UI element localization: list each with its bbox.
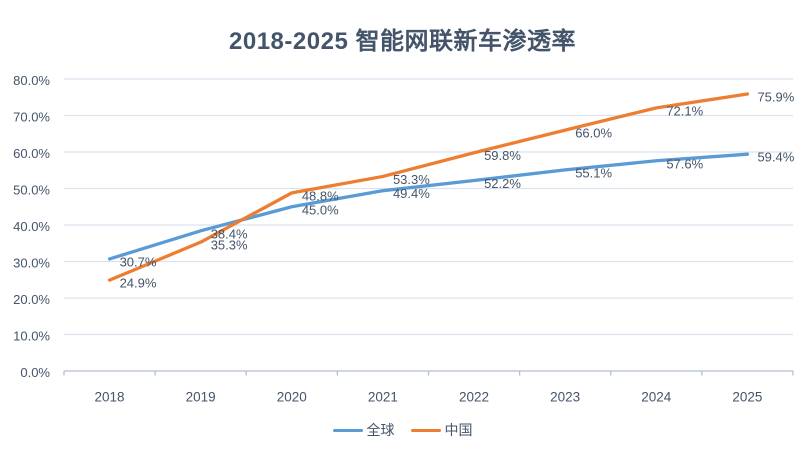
data-label-china-2023: 66.0% — [575, 126, 612, 141]
data-label-china-2024: 72.1% — [666, 103, 703, 118]
data-label-global-2021: 49.4% — [393, 186, 430, 201]
x-axis-label: 2025 — [732, 390, 762, 405]
data-label-china-2025: 75.9% — [757, 89, 794, 104]
y-axis-label: 30.0% — [13, 256, 50, 271]
y-axis-label: 10.0% — [13, 329, 50, 344]
data-label-global-2019: 38.4% — [211, 226, 248, 241]
x-axis-label: 2018 — [95, 390, 125, 405]
y-axis-label: 70.0% — [13, 110, 50, 125]
x-axis-label: 2021 — [368, 390, 398, 405]
data-label-global-2022: 52.2% — [484, 176, 521, 191]
series-line-global — [107, 152, 750, 261]
legend: 全球 中国 — [0, 420, 805, 440]
y-axis-label: 80.0% — [13, 73, 50, 88]
series-lines — [107, 92, 750, 282]
gridlines — [64, 78, 793, 336]
y-axis-label: 40.0% — [13, 219, 50, 234]
legend-marker-global-line — [332, 428, 363, 432]
legend-label-china: 中国 — [444, 422, 473, 438]
y-axis-label: 60.0% — [13, 146, 50, 161]
legend-marker-china-line — [410, 428, 441, 432]
data-label-global-2018: 30.7% — [120, 254, 157, 269]
x-axis-label: 2019 — [186, 390, 216, 405]
y-axis-labels: 0.0% 10.0% 20.0% 30.0% 40.0% 50.0% 60.0% 70.0% 8… — [13, 73, 50, 380]
data-label-china-2019: 35.3% — [211, 238, 248, 253]
x-axis-label: 2022 — [459, 390, 489, 405]
data-label-china-2018: 24.9% — [120, 276, 157, 291]
y-axis-label: 20.0% — [13, 292, 50, 307]
y-axis-label: 50.0% — [13, 183, 50, 198]
data-label-china-2020: 48.8% — [302, 188, 339, 203]
data-label-global-2020: 45.0% — [302, 202, 339, 217]
data-label-china-2022: 59.8% — [484, 148, 521, 163]
series-line-china — [107, 92, 750, 282]
data-label-global-2024: 57.6% — [666, 156, 703, 171]
data-label-global-2023: 55.1% — [575, 165, 612, 180]
data-label-china-2021: 53.3% — [393, 172, 430, 187]
legend-item-global: 全球 — [332, 420, 395, 440]
chart-title: 2018-2025 智能网联新车渗透率 — [229, 28, 576, 55]
x-axis-label: 2023 — [550, 390, 580, 405]
x-axis-labels: 2018 2019 2020 2021 2022 2023 2024 2025 — [95, 390, 763, 405]
x-axis-label: 2024 — [641, 390, 672, 405]
y-axis-label: 0.0% — [20, 365, 50, 380]
x-axis-label: 2020 — [277, 390, 307, 405]
legend-label-global: 全球 — [366, 422, 395, 438]
data-label-global-2025: 59.4% — [757, 150, 794, 165]
data-labels: 30.7% 38.4% 45.0% 49.4% 52.2% 55.1% 57.6% 59.4%… — [120, 89, 795, 290]
legend-item-china: 中国 — [410, 420, 473, 440]
x-axis — [63, 370, 794, 376]
